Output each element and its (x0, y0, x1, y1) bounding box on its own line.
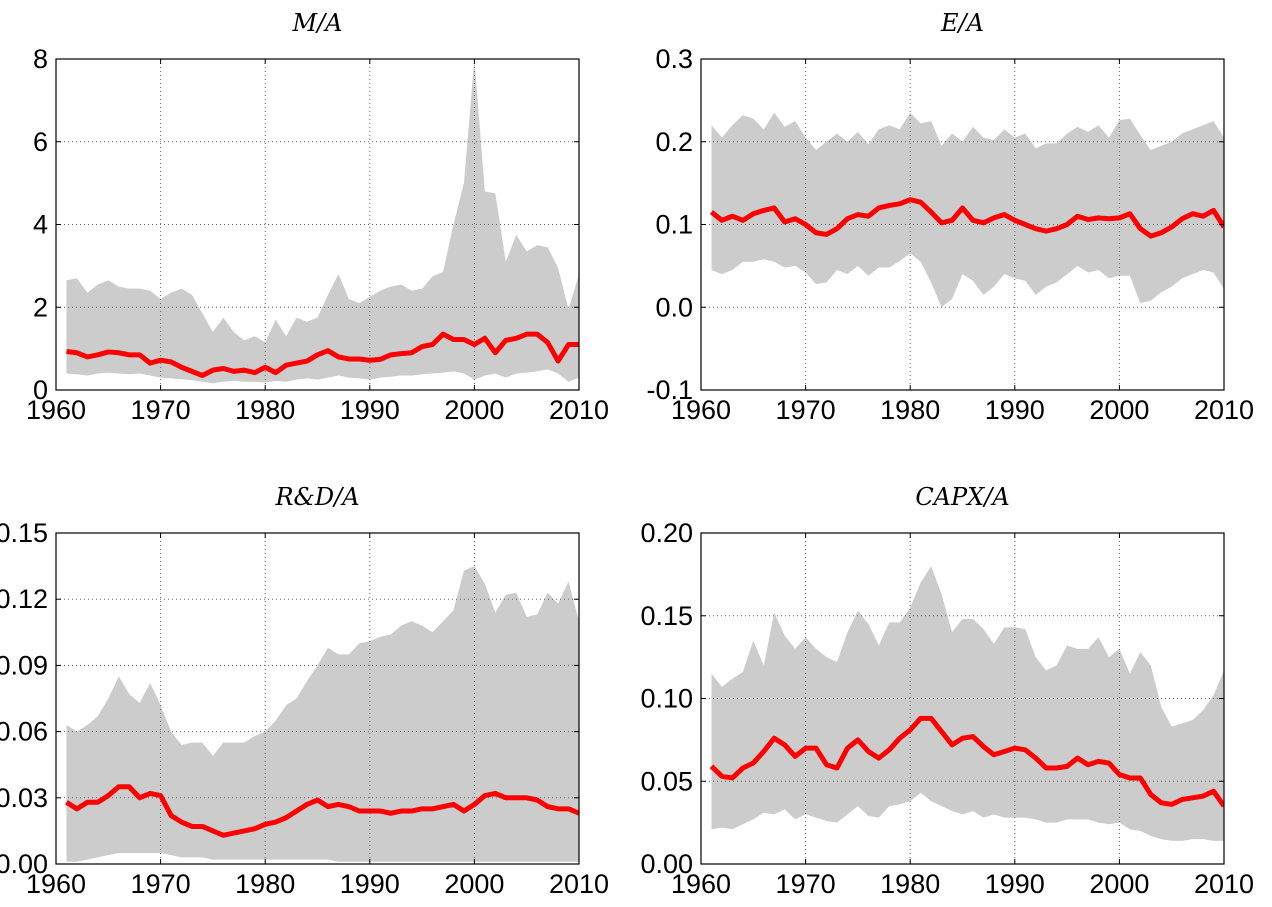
chart-title-3: CAPX/A (915, 483, 1009, 511)
x-tick-label-1-2: 1980 (880, 395, 940, 425)
y-tick-label-1-0: -0.1 (646, 375, 693, 405)
x-tick-label-0-1: 1970 (131, 395, 191, 425)
x-tick-label-1-5: 2010 (1194, 395, 1254, 425)
band-area-3 (711, 566, 1224, 841)
chart-title-0: M/A (292, 9, 343, 37)
y-tick-label-1-4: 0.3 (655, 44, 693, 74)
y-tick-label-2-4: 0.12 (0, 584, 48, 614)
y-tick-label-0-1: 2 (33, 292, 48, 322)
chart-panel-2: 1960 1970 1980 1990 2000 2010 0.00 0.03 0.06 0.09… (0, 483, 609, 899)
y-tick-label-0-3: 6 (33, 127, 48, 157)
x-tick-label-2-2: 1980 (235, 869, 295, 899)
y-tick-label-0-2: 4 (33, 210, 48, 240)
x-tick-label-3-0: 1960 (671, 869, 731, 899)
chart-panel-1: 1960 1970 1980 1990 2000 2010 -0.1 0.0 0.1 0.2 0.3… (646, 9, 1254, 425)
x-tick-label-3-1: 1970 (776, 869, 836, 899)
chart-title-2: R&D/A (274, 483, 359, 511)
y-tick-label-2-2: 0.06 (0, 717, 48, 747)
x-tick-label-1-4: 2000 (1089, 395, 1149, 425)
x-tick-label-1-0: 1960 (671, 395, 731, 425)
x-tick-label-3-5: 2010 (1194, 869, 1254, 899)
chart-panel-0: 1960 1970 1980 1990 2000 2010 0 2 4 6 8 M/A (26, 9, 609, 425)
y-tick-label-3-0: 0.00 (640, 849, 693, 879)
y-tick-label-0-4: 8 (33, 44, 48, 74)
x-tick-label-2-3: 1990 (340, 869, 400, 899)
y-tick-label-0-0: 0 (33, 375, 48, 405)
x-tick-label-2-0: 1960 (26, 869, 86, 899)
y-tick-label-2-5: 0.15 (0, 518, 48, 548)
median-line-1 (709, 197, 1224, 239)
x-tick-label-2-4: 2000 (444, 869, 504, 899)
median-line-0 (66, 331, 579, 379)
x-tick-label-0-4: 2000 (444, 395, 504, 425)
x-tick-label-1-3: 1990 (985, 395, 1045, 425)
x-tick-label-0-2: 1980 (235, 395, 295, 425)
y-tick-label-2-0: 0.00 (0, 849, 48, 879)
x-tick-label-0-3: 1990 (340, 395, 400, 425)
x-tick-label-0-5: 2010 (549, 395, 609, 425)
x-tick-label-3-2: 1980 (880, 869, 940, 899)
y-tick-label-3-3: 0.15 (640, 601, 693, 631)
y-tick-label-1-2: 0.1 (655, 210, 693, 240)
x-tick-label-3-4: 2000 (1089, 869, 1149, 899)
x-tick-label-2-1: 1970 (131, 869, 191, 899)
median-line-3 (709, 715, 1224, 808)
y-tick-label-3-2: 0.10 (640, 684, 693, 714)
chart-title-1: E/A (940, 9, 984, 37)
y-tick-label-2-1: 0.03 (0, 783, 48, 813)
x-tick-label-3-3: 1990 (985, 869, 1045, 899)
band-area-2 (66, 566, 579, 862)
y-tick-label-1-1: 0.0 (655, 292, 693, 322)
y-tick-label-3-1: 0.05 (640, 766, 693, 796)
y-tick-label-1-3: 0.2 (655, 127, 693, 157)
y-tick-label-3-4: 0.20 (640, 518, 693, 548)
band-area-0 (66, 59, 579, 384)
median-line-2 (65, 784, 579, 838)
x-tick-label-0-0: 1960 (26, 395, 86, 425)
x-tick-label-1-1: 1970 (776, 395, 836, 425)
band-area-1 (711, 112, 1224, 308)
chart-panel-3: 1960 1970 1980 1990 2000 2010 0.00 0.05 0.10 0.15… (640, 483, 1254, 899)
x-tick-label-2-5: 2010 (549, 869, 609, 899)
axes-frame-2 (55, 532, 580, 865)
y-tick-label-2-3: 0.09 (0, 650, 48, 680)
